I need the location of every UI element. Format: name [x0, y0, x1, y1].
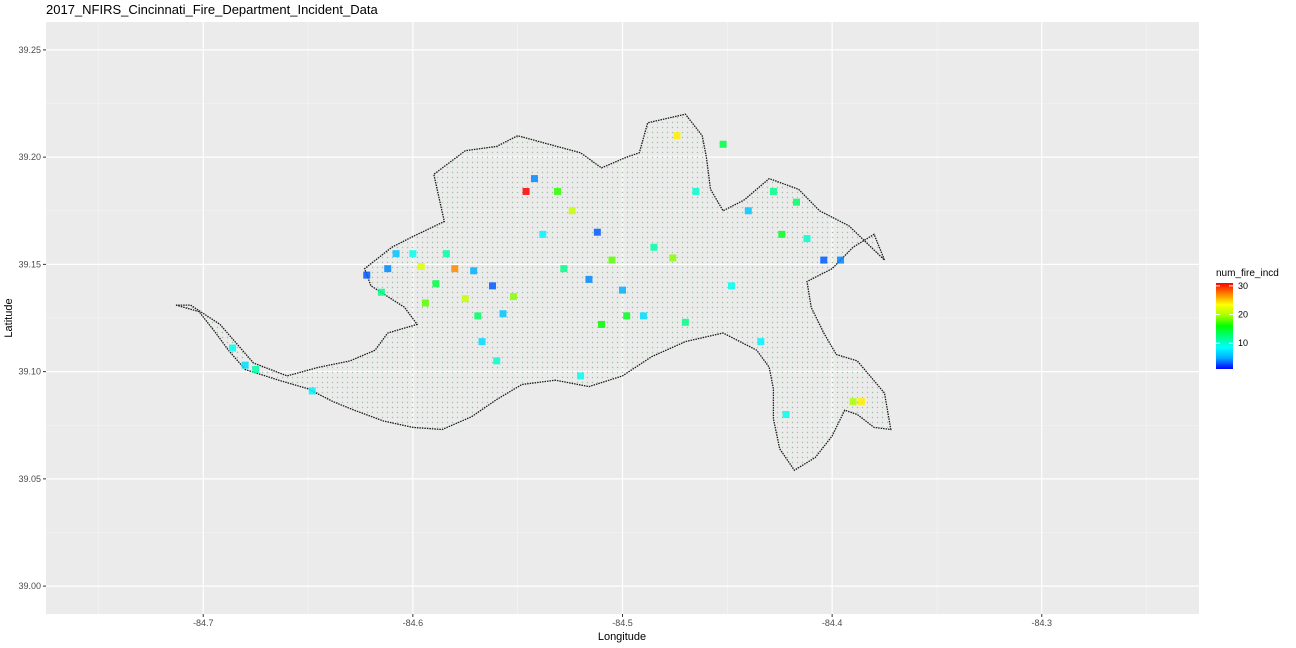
legend-tick-label: 30 — [1238, 281, 1248, 291]
heatmap-cell — [417, 263, 425, 271]
heatmap-cell — [744, 207, 752, 215]
heatmap-cell — [792, 198, 800, 206]
heatmap-cell — [478, 338, 486, 346]
heatmap-cell — [554, 187, 562, 195]
x-tick-label: -84.7 — [193, 618, 214, 628]
y-tick-label: 39.10 — [18, 367, 41, 377]
heatmap-cell — [560, 265, 568, 273]
heatmap-cell — [568, 207, 576, 215]
legend: num_fire_incd 10 20 30 — [1216, 268, 1279, 369]
legend-tick-label: 20 — [1238, 310, 1248, 320]
y-tick-label: 39.20 — [18, 152, 41, 162]
heatmap-cell — [409, 250, 417, 258]
x-tick-label: -84.3 — [1032, 618, 1053, 628]
heatmap-cell — [252, 365, 260, 373]
heatmap-cell — [681, 318, 689, 326]
heatmap-cell — [308, 387, 316, 395]
heatmap-cell — [499, 310, 507, 318]
heatmap-cell — [639, 312, 647, 320]
heatmap-cell — [392, 250, 400, 258]
heatmap-cell — [857, 398, 865, 406]
heatmap-cell — [757, 338, 765, 346]
heatmap-cell — [451, 265, 459, 273]
heatmap-cell — [384, 265, 392, 273]
heatmap-cell — [509, 293, 517, 301]
heatmap-cell — [782, 411, 790, 419]
heatmap-cell — [577, 372, 585, 380]
heatmap-cell — [769, 187, 777, 195]
heatmap-cell — [669, 254, 677, 262]
x-tick-label: -84.5 — [612, 618, 633, 628]
heatmap-cell — [837, 256, 845, 264]
heatmap-cell — [608, 256, 616, 264]
heatmap-cell — [470, 267, 478, 275]
heatmap-cell — [421, 299, 429, 307]
y-tick-label: 39.25 — [18, 45, 41, 55]
heatmap-cell — [539, 230, 547, 238]
heatmap-cell — [461, 295, 469, 303]
legend-title: num_fire_incd — [1216, 268, 1279, 279]
heatmap-cell — [432, 280, 440, 288]
y-tick-label: 39.00 — [18, 581, 41, 591]
legend-colorbar — [1216, 283, 1233, 369]
heatmap-cell — [849, 398, 857, 406]
y-axis-title: Latitude — [3, 298, 15, 337]
heatmap-cell — [585, 275, 593, 283]
heatmap-cell — [489, 282, 497, 290]
heatmap-cell — [593, 228, 601, 236]
heatmap-cell — [728, 282, 736, 290]
heatmap-cell — [778, 230, 786, 238]
heatmap-cell — [650, 243, 658, 251]
heatmap-cell — [692, 187, 700, 195]
heatmap-cell — [623, 312, 631, 320]
x-axis-title: Longitude — [598, 631, 646, 643]
y-tick-label: 39.05 — [18, 474, 41, 484]
heatmap-cells — [229, 132, 865, 419]
heatmap-cell — [530, 175, 538, 183]
heatmap-cell — [619, 286, 626, 294]
heatmap-cell — [719, 140, 727, 148]
heatmap-cell — [522, 187, 530, 195]
heatmap-cell — [363, 271, 371, 279]
y-axis: 39.00 39.05 39.10 39.15 39.20 39.25 — [18, 45, 46, 591]
city-boundary — [175, 113, 892, 472]
x-axis: -84.7 -84.6 -84.5 -84.4 -84.3 — [193, 614, 1052, 628]
heatmap-cell — [241, 361, 249, 369]
heatmap-cell — [442, 250, 450, 258]
heatmap-cell — [820, 256, 828, 264]
legend-tick-label: 10 — [1238, 338, 1248, 348]
chart-title: 2017_NFIRS_Cincinnati_Fire_Department_In… — [46, 2, 378, 17]
heatmap-cell — [377, 288, 385, 296]
heatmap-cell — [598, 320, 606, 328]
heatmap-cell — [474, 312, 482, 320]
x-tick-label: -84.4 — [822, 618, 843, 628]
heatmap-cell — [493, 357, 501, 365]
x-tick-label: -84.6 — [403, 618, 424, 628]
heatmap-cell — [229, 344, 237, 352]
legend-ticks: 10 20 30 — [1216, 281, 1248, 348]
heatmap-cell — [803, 235, 811, 243]
y-tick-label: 39.15 — [18, 259, 41, 269]
heatmap-cell — [673, 132, 681, 140]
